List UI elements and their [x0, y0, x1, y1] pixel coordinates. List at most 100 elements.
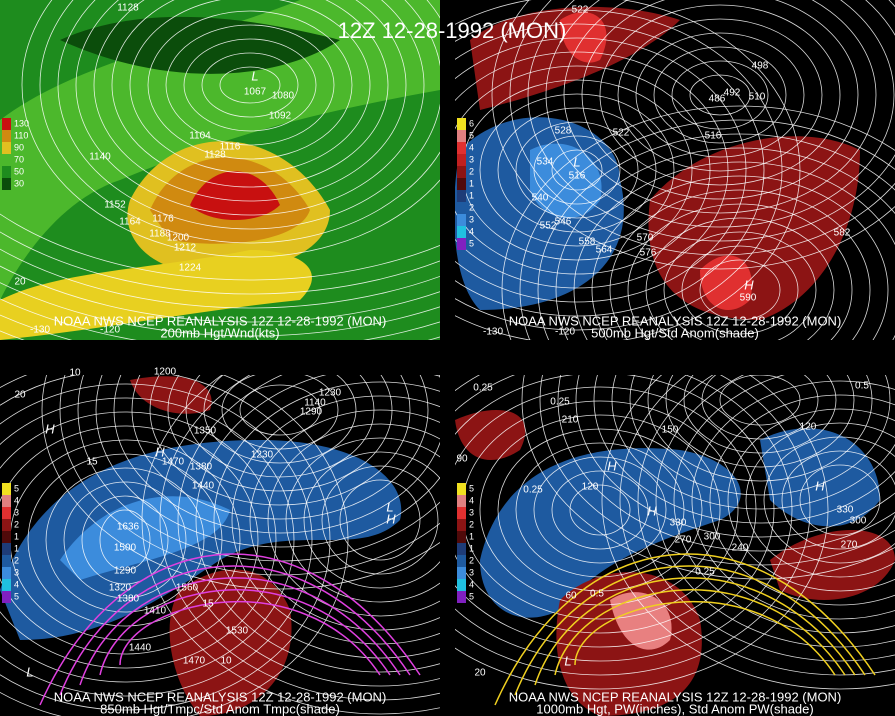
- contour: [455, 0, 801, 340]
- contour-label: 576: [640, 248, 657, 259]
- contour: [0, 411, 277, 669]
- contour: [231, 395, 440, 645]
- contour-label: 1188: [149, 229, 171, 240]
- contour: [635, 32, 805, 158]
- legend-swatch: [2, 567, 11, 579]
- contour: [629, 375, 891, 496]
- contour: [617, 18, 823, 172]
- legend-swatch: [2, 483, 11, 495]
- contour: [141, 375, 440, 715]
- legend-label: 5: [469, 238, 474, 248]
- legend-label: 3: [469, 567, 474, 577]
- contour-label: 1128: [204, 150, 226, 161]
- contour-label: 0.25: [473, 383, 493, 394]
- legend-label: 4: [469, 579, 474, 589]
- legend-label: 130: [14, 118, 29, 128]
- legend-swatch: [457, 531, 466, 543]
- contour-label: H: [607, 458, 617, 473]
- contour: [177, 375, 440, 687]
- isotherm: [514, 565, 866, 696]
- contour-label: 1200: [154, 367, 177, 378]
- contour-label: 552: [540, 221, 557, 232]
- contour-label: 1152: [104, 200, 126, 211]
- panel-850mb: [0, 375, 440, 716]
- contour-label: 15: [86, 457, 98, 468]
- contour: [147, 10, 353, 160]
- panel-500mb: [455, 0, 895, 340]
- contour: [699, 259, 781, 321]
- legend-swatch: [2, 543, 11, 555]
- contour: [99, 509, 151, 571]
- contour: [0, 375, 331, 711]
- contour: [339, 479, 421, 561]
- legend-swatch: [2, 495, 11, 507]
- contour: [195, 375, 440, 673]
- legend-label: 3: [469, 214, 474, 224]
- contour-label: 564: [596, 245, 613, 256]
- contour: [539, 375, 895, 566]
- contour: [321, 465, 439, 575]
- contour: [763, 436, 895, 564]
- contour: [455, 375, 811, 676]
- legend-label: 4: [469, 495, 474, 505]
- contour-label: 492: [724, 88, 741, 99]
- legend-swatch: [2, 178, 11, 190]
- contour-label: 1080: [272, 91, 295, 102]
- contour-label: 270: [841, 540, 858, 551]
- contour: [0, 282, 440, 337]
- legend-label: 4: [469, 142, 474, 152]
- legend-label: 5: [469, 591, 474, 601]
- legend-swatch: [457, 483, 466, 495]
- legend-label: 3: [14, 567, 19, 577]
- contour-label: 10: [69, 368, 81, 379]
- contour: [0, 248, 440, 309]
- contour: [455, 386, 757, 634]
- legend-label: 1: [469, 543, 474, 553]
- legend-swatch: [457, 190, 466, 202]
- legend-label: 4: [14, 495, 19, 505]
- contour: [521, 375, 895, 580]
- contour-label: 300: [850, 516, 867, 527]
- contour-label: 590: [740, 293, 757, 304]
- contour-label: 1470: [183, 656, 206, 667]
- contour-label: -120: [555, 327, 575, 338]
- contour: [591, 175, 889, 340]
- contour: [663, 231, 817, 340]
- contour-label: 0.25: [523, 485, 543, 496]
- contour-label: 120: [582, 482, 599, 493]
- legend-swatch: [457, 507, 466, 519]
- contour-label: H: [386, 511, 396, 526]
- panel-caption: NOAA NWS NCEP REANALYSIS 12Z 12-28-1992 …: [509, 689, 842, 704]
- contour-label: 1176: [152, 214, 174, 225]
- contour-label: 498: [752, 61, 769, 72]
- panel-subcaption: 1000mb Hgt, PW(inches), Std Anom PW(shad…: [536, 701, 813, 716]
- contour: [515, 121, 639, 219]
- contour: [159, 375, 440, 701]
- contour: [527, 0, 895, 242]
- legend-swatch: [457, 555, 466, 567]
- contour-label: H: [155, 444, 165, 459]
- legend-swatch: [457, 142, 466, 154]
- legend-swatch: [457, 118, 466, 130]
- contour-label: L: [573, 154, 580, 169]
- contour: [573, 161, 895, 340]
- contour: [455, 375, 775, 648]
- contour-label: 1290: [114, 566, 137, 577]
- contour: [81, 495, 169, 585]
- legend-label: 1: [469, 178, 474, 188]
- contour-label: 1116: [220, 142, 241, 153]
- contour-label: 0.5: [855, 381, 869, 392]
- contour: [111, 0, 389, 188]
- contour: [551, 470, 649, 550]
- legend-label: 4: [469, 226, 474, 236]
- contour-label: 1410: [144, 606, 167, 617]
- contour: [593, 375, 895, 524]
- legend-swatch: [457, 130, 466, 142]
- contour-label: 516: [705, 131, 722, 142]
- map-title: 12Z 12-28-1992 (MON): [338, 18, 567, 43]
- contour: [455, 375, 793, 662]
- contour: [203, 375, 357, 464]
- legend-swatch: [457, 154, 466, 166]
- contour-label: 540: [532, 193, 549, 204]
